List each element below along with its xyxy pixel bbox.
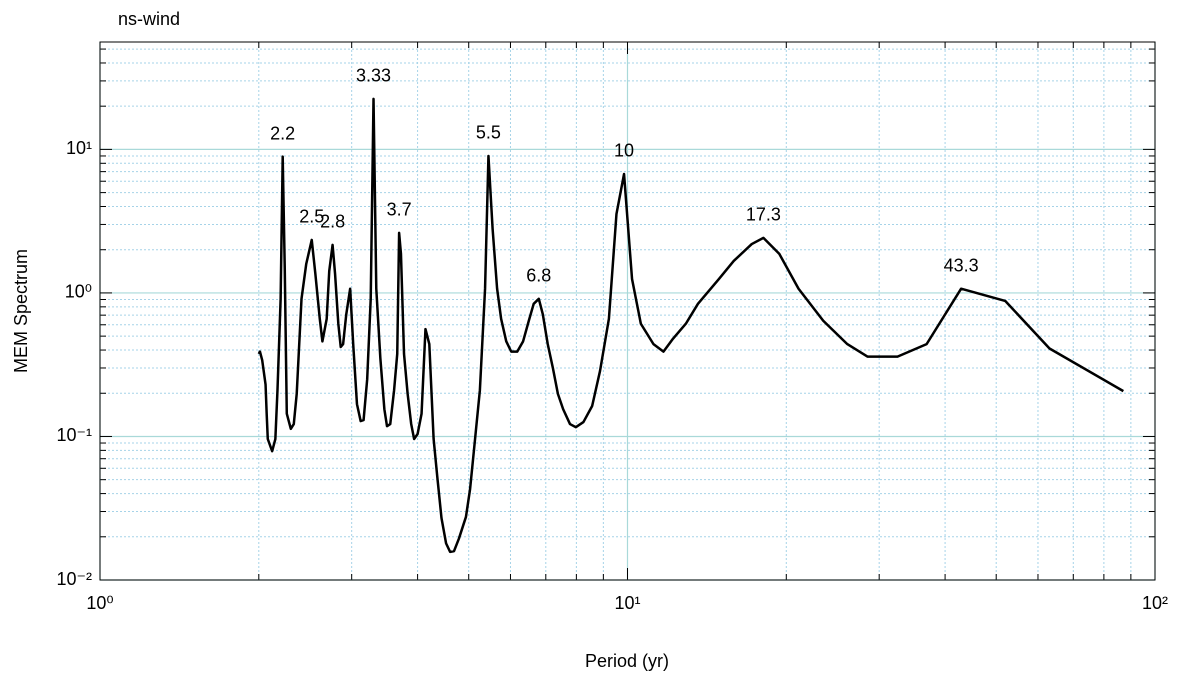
x-tick-label: 10⁰ [86, 593, 113, 613]
peak-annotation: 2.8 [320, 212, 345, 232]
peak-annotation: 2.5 [299, 207, 324, 227]
y-tick-label: 10⁻² [56, 569, 92, 589]
peak-annotation: 3.33 [356, 66, 391, 86]
peak-annotation: 5.5 [476, 123, 501, 143]
spectrum-line [257, 97, 1124, 554]
peak-annotation: 17.3 [746, 205, 781, 225]
peak-annotation: 43.3 [944, 255, 979, 275]
peak-annotation: 2.2 [270, 123, 295, 143]
y-axis-label: MEM Spectrum [11, 249, 31, 373]
y-tick-label: 10⁰ [65, 282, 92, 302]
peak-annotation: 3.7 [387, 200, 412, 220]
y-tick-label: 10⁻¹ [56, 425, 92, 445]
peak-annotation: 10 [614, 141, 634, 161]
plot-frame [99, 41, 1156, 581]
x-tick-label: 10¹ [614, 593, 640, 613]
x-axis-label: Period (yr) [585, 651, 669, 671]
chart-title: ns-wind [118, 9, 180, 29]
peak-annotation: 6.8 [526, 266, 551, 286]
y-tick-label: 10¹ [66, 138, 92, 158]
x-tick-label: 10² [1142, 593, 1168, 613]
